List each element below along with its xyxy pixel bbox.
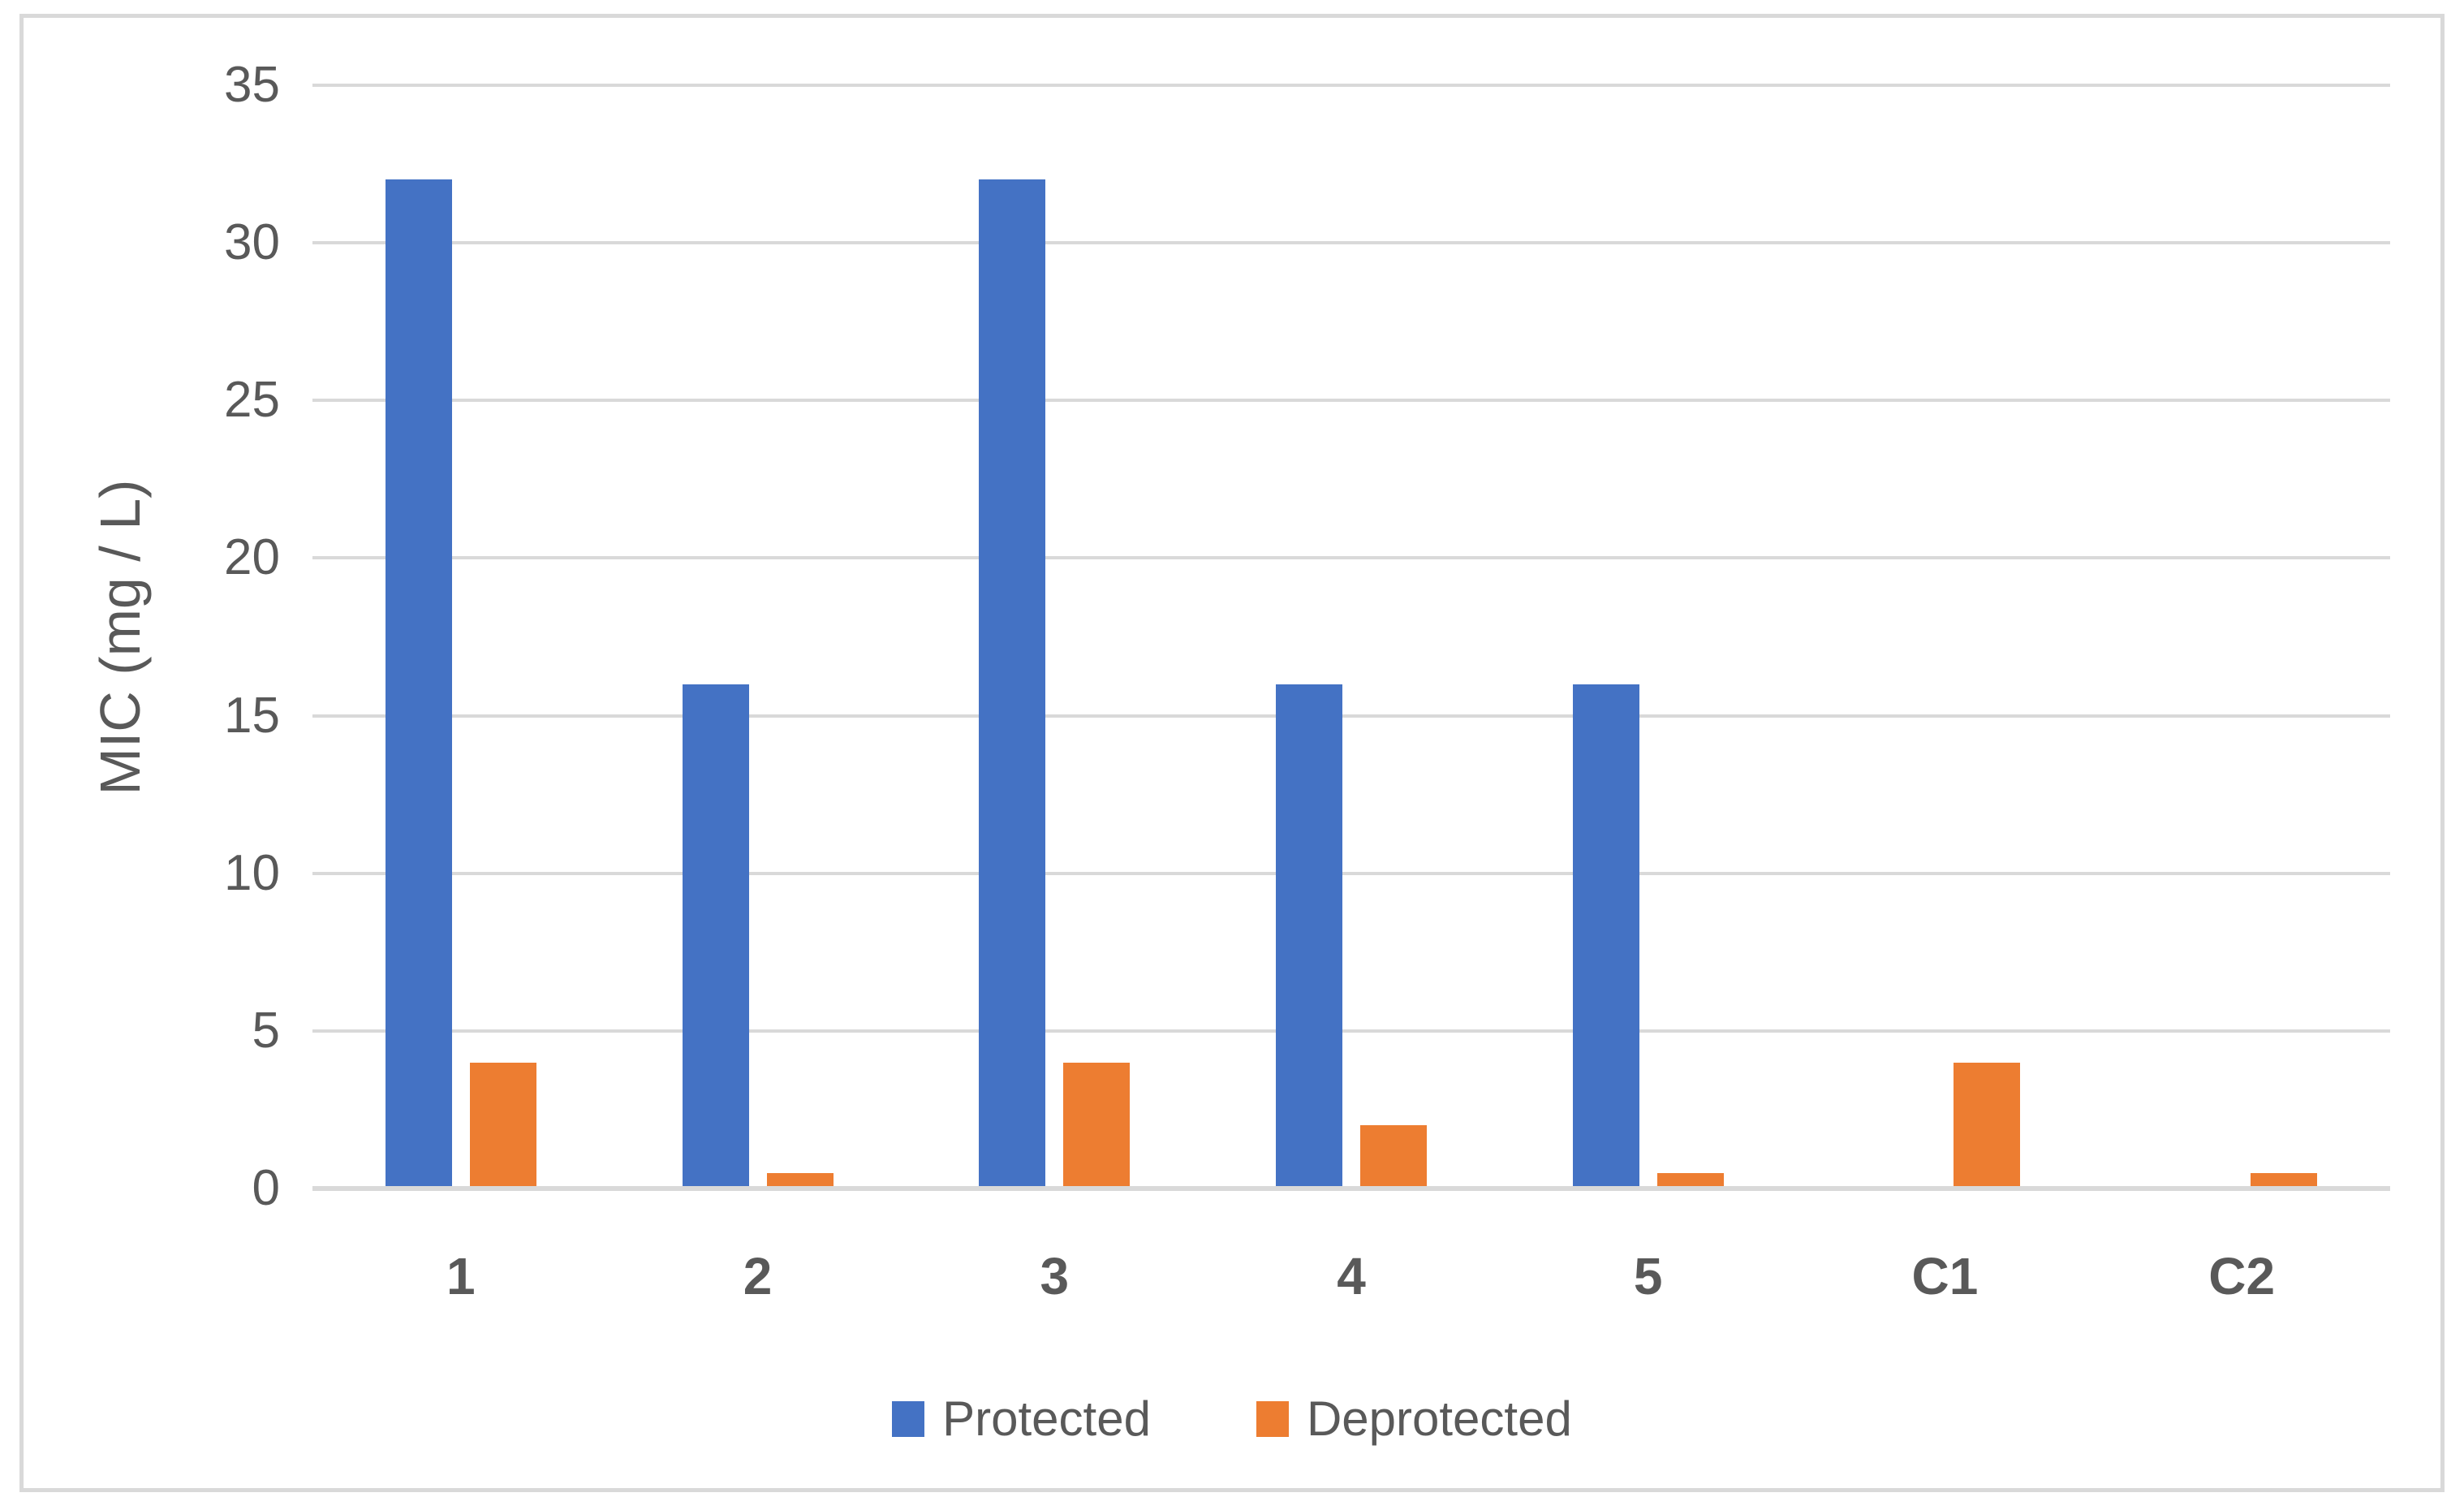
y-tick-label: 20 (224, 529, 280, 586)
legend-label: Protected (942, 1391, 1151, 1446)
x-axis-baseline (312, 1186, 2390, 1191)
x-tick-label-4: 4 (1337, 1247, 1366, 1305)
bar-protected-3 (979, 179, 1046, 1189)
bar-protected-1 (385, 179, 452, 1189)
x-tick-label-3: 3 (1040, 1247, 1070, 1305)
y-tick-label: 10 (224, 844, 280, 901)
gridline (312, 871, 2390, 875)
bar-protected-2 (682, 684, 749, 1189)
x-tick-label-1: 1 (446, 1247, 476, 1305)
bar-deprotected-C1 (1954, 1062, 2021, 1189)
plot-area (312, 84, 2390, 1191)
y-tick-label: 25 (224, 372, 280, 429)
bar-deprotected-1 (469, 1062, 536, 1189)
bar-protected-5 (1572, 684, 1639, 1189)
bar-deprotected-C2 (2251, 1172, 2318, 1189)
y-tick-label: 15 (224, 687, 280, 744)
y-tick-label: 5 (252, 1002, 280, 1059)
y-tick-label: 0 (252, 1160, 280, 1216)
legend-label: Deprotected (1306, 1391, 1572, 1446)
x-tick-label-5: 5 (1633, 1247, 1663, 1305)
gridline (312, 399, 2390, 403)
gridline (312, 241, 2390, 245)
legend: Protected Deprotected (0, 1395, 2464, 1443)
x-tick-label-2: 2 (743, 1247, 773, 1305)
legend-item-deprotected: Deprotected (1256, 1395, 1572, 1443)
legend-item-protected: Protected (892, 1395, 1151, 1443)
legend-swatch-deprotected (1256, 1401, 1289, 1437)
gridline (312, 1029, 2390, 1033)
x-tick-label-C1: C1 (1911, 1247, 1979, 1305)
y-tick-label: 30 (224, 214, 280, 271)
gridline (312, 556, 2390, 560)
bar-deprotected-2 (766, 1172, 834, 1189)
bar-deprotected-4 (1360, 1125, 1427, 1189)
legend-swatch-protected (892, 1401, 925, 1437)
bar-protected-4 (1276, 684, 1342, 1189)
gridline (312, 84, 2390, 87)
y-tick-label: 35 (224, 57, 280, 113)
gridline (312, 714, 2390, 718)
x-tick-label-C2: C2 (2208, 1247, 2276, 1305)
bar-deprotected-5 (1656, 1172, 1724, 1189)
bar-deprotected-3 (1063, 1062, 1131, 1189)
